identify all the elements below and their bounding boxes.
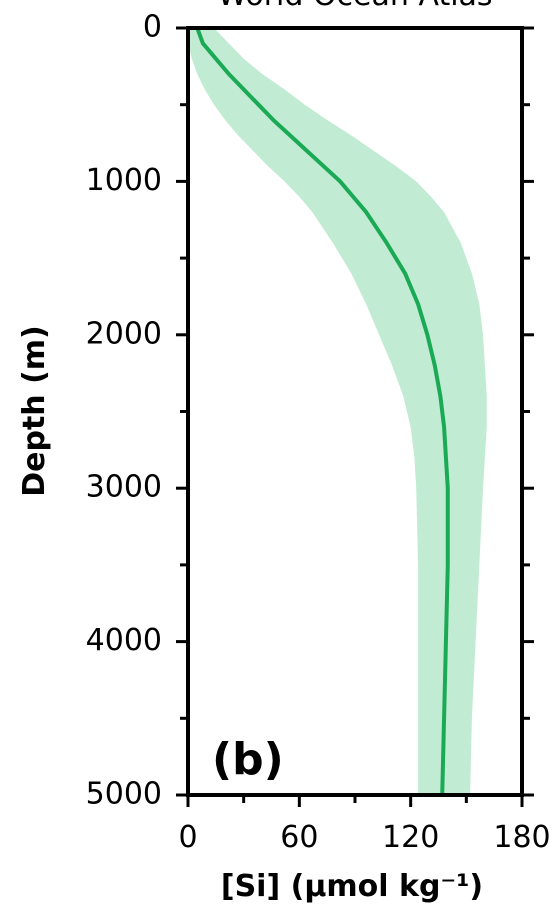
y-tick-label: 1000 <box>86 163 162 198</box>
uncertainty-band-layer <box>188 28 487 795</box>
x-tick-label: 120 <box>382 820 439 855</box>
mean-line-layer <box>195 27 450 796</box>
y-tick-label: 2000 <box>86 316 162 351</box>
y-tick-labels: 0 1000 2000 3000 4000 5000 <box>86 10 162 812</box>
y-tick-label: 5000 <box>86 777 162 812</box>
panel-label: (b) <box>212 734 284 785</box>
x-tick-label: 180 <box>493 820 550 855</box>
y-axis-title: Depth (m) <box>17 325 52 497</box>
x-tick-labels: 0 60 120 180 <box>178 820 550 855</box>
chart-title: World Ocean Atlas <box>217 0 492 13</box>
x-tick-label: 60 <box>280 820 318 855</box>
uncertainty-band <box>188 28 487 795</box>
ticks-layer <box>176 26 534 807</box>
mean-profile-line <box>195 27 450 796</box>
x-tick-label: 0 <box>178 820 197 855</box>
y-tick-label: 3000 <box>86 470 162 505</box>
y-tick-label: 0 <box>143 10 162 45</box>
x-axis-title: [Si] (μmol kg⁻¹) <box>221 869 483 904</box>
y-tick-label: 4000 <box>86 623 162 658</box>
